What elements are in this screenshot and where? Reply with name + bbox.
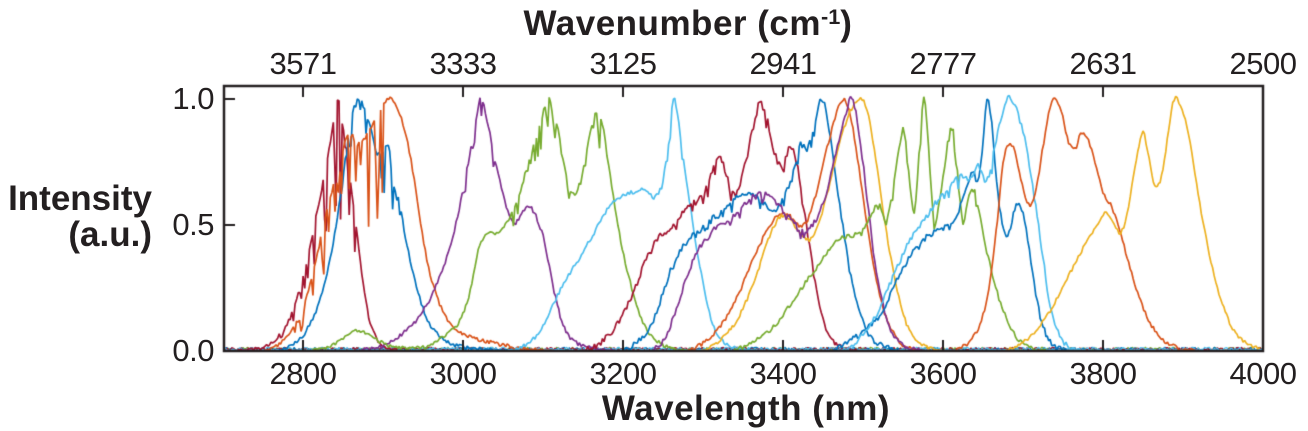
x-tick-label-3800: 3800 xyxy=(1069,356,1137,391)
x-tick-label-2800: 2800 xyxy=(269,356,337,391)
y-axis-title-line2: (a.u.) xyxy=(68,215,152,254)
x-tick-label-3600: 3600 xyxy=(909,356,977,391)
top-tick-label-3571: 3571 xyxy=(269,46,337,81)
top-tick-label-2941: 2941 xyxy=(749,46,817,81)
top-tick-label-2631: 2631 xyxy=(1069,46,1137,81)
top-tick-label-2777: 2777 xyxy=(909,46,977,81)
top-tick-label-3333: 3333 xyxy=(429,46,497,81)
y-tick-label-1.0: 1.0 xyxy=(172,81,214,116)
top-axis-title-text: Wavenumber (cm xyxy=(523,4,821,43)
x-axis-title: Wavelength (nm) xyxy=(601,389,891,428)
y-tick-label-0.0: 0.0 xyxy=(172,333,214,368)
top-tick-label-2500: 2500 xyxy=(1229,46,1297,81)
y-tick-label-0.5: 0.5 xyxy=(172,207,214,242)
x-tick-label-3000: 3000 xyxy=(429,356,497,391)
x-tick-label-3400: 3400 xyxy=(749,356,817,391)
x-tick-label-3200: 3200 xyxy=(589,356,657,391)
top-tick-label-3125: 3125 xyxy=(589,46,657,81)
top-axis-title: Wavenumber (cm-1) xyxy=(524,4,853,44)
top-axis-title-close: ) xyxy=(840,4,853,43)
y-axis-title-line1: Intensity xyxy=(8,179,152,218)
x-tick-label-4000: 4000 xyxy=(1229,356,1297,391)
y-axis-title: Intensity (a.u.) xyxy=(0,181,152,253)
superscript-minus-one: -1 xyxy=(821,4,841,30)
